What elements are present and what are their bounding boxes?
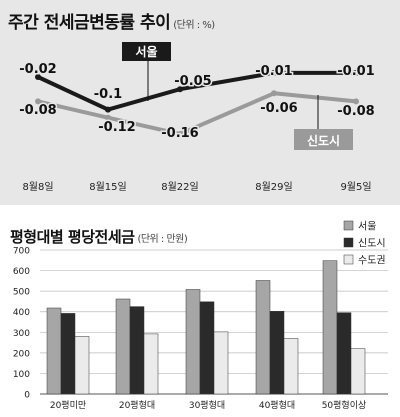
line-data-label: -0.05 xyxy=(174,74,211,89)
line-point xyxy=(105,114,111,121)
line-point xyxy=(271,90,277,97)
bar-x-tick-label: 20평형대 xyxy=(119,400,155,411)
line-chart-panel xyxy=(0,0,400,205)
line-data-labels: -0.02 -0.1 -0.05 -0.01 -0.01 xyxy=(18,61,376,104)
line-x-tick-label: 8월29일 xyxy=(255,181,293,193)
line-point xyxy=(35,98,41,105)
bar xyxy=(46,307,62,395)
line-data-label: -0.01 xyxy=(337,64,374,79)
line-series xyxy=(35,90,359,137)
bar xyxy=(322,260,338,395)
bar xyxy=(143,333,159,395)
line-x-tick-label: 8월8일 xyxy=(22,181,53,193)
bar-series xyxy=(74,331,366,395)
bar-chart-title: 평형대별 평당전세금 (단위 : 만원) xyxy=(10,228,188,246)
bar xyxy=(336,312,352,395)
line-chart-x-axis: 8월8일 8월15일 8월22일 8월29일 9월5일 xyxy=(22,181,371,193)
bar-x-axis: 20평미만 20평형대 30평형대 40평형대 50평형이상 xyxy=(50,400,366,411)
bar xyxy=(255,280,271,395)
series-callout-seoul: 서울 xyxy=(122,42,171,101)
legend-swatch xyxy=(343,254,354,265)
bar-series xyxy=(46,260,338,395)
line-data-label: -0.08 xyxy=(19,103,56,118)
bar-x-tick-label: 30평형대 xyxy=(189,400,225,411)
line-data-label: -0.08 xyxy=(337,104,374,119)
bar xyxy=(115,298,131,395)
line-point xyxy=(353,69,359,76)
bar-y-tick-label: 400 xyxy=(13,308,30,318)
line-point xyxy=(177,131,183,137)
line-point xyxy=(353,98,359,105)
legend-label: 신도시 xyxy=(358,238,386,250)
line-data-label: -0.12 xyxy=(98,120,135,135)
bar xyxy=(74,336,90,395)
line-x-tick-label: 8월15일 xyxy=(89,181,127,193)
callout-box xyxy=(294,129,353,150)
bar-y-tick-label: 600 xyxy=(13,267,30,277)
bar xyxy=(129,306,145,395)
line-chart-title: 주간 전세금변동률 추이 (단위 : %) xyxy=(8,13,215,33)
bar-x-tick-label: 40평형대 xyxy=(259,400,295,411)
bar xyxy=(60,313,76,395)
bar xyxy=(283,338,299,395)
legend-swatch xyxy=(343,237,354,248)
bar xyxy=(269,311,285,395)
line-point xyxy=(177,86,183,93)
line-data-label: -0.16 xyxy=(161,126,198,141)
line-chart: 8월8일 8월15일 8월22일 8월29일 9월5일-0.02-0.1-0.05-0.… xyxy=(18,42,376,193)
bar-series xyxy=(60,301,352,395)
legend-label: 수도권 xyxy=(358,255,386,267)
bar xyxy=(199,301,215,395)
bar-y-tick-label: 300 xyxy=(13,329,30,339)
line-point xyxy=(35,74,41,80)
line-series xyxy=(35,69,359,113)
bar xyxy=(213,331,229,395)
line-data-label: -0.06 xyxy=(260,101,297,116)
bar xyxy=(350,348,366,395)
line-chart-unit: (단위 : %) xyxy=(173,20,215,31)
series-callout-sindosi: 신도시 xyxy=(294,95,353,150)
bar-y-tick-label: 500 xyxy=(13,288,30,298)
line-data-labels: -0.08 -0.12 -0.16 -0.06 -0.08 xyxy=(18,100,376,143)
line-point xyxy=(105,106,111,113)
bar-chart-unit: (단위 : 만원) xyxy=(137,234,188,245)
callout-box xyxy=(122,42,171,61)
bar-x-tick-label: 20평미만 xyxy=(50,400,86,411)
bar-y-tick-label: 700 xyxy=(13,247,30,257)
legend-swatch xyxy=(343,220,354,231)
bar-y-tick-label: 0 xyxy=(24,391,30,401)
line-data-label: -0.01 xyxy=(255,64,292,79)
bar xyxy=(185,289,201,395)
bar-y-tick-label: 200 xyxy=(13,349,30,359)
line-x-tick-label: 8월22일 xyxy=(161,181,199,193)
legend-label: 서울 xyxy=(358,221,376,233)
series-label-seoul: 서울 xyxy=(135,44,157,59)
line-x-tick-label: 9월5일 xyxy=(340,181,371,193)
bar-y-tick-label: 100 xyxy=(13,370,30,380)
series-label-sindosi: 신도시 xyxy=(307,133,340,148)
line-data-label: -0.1 xyxy=(94,87,122,102)
line-data-label: -0.02 xyxy=(19,62,56,77)
line-point xyxy=(271,69,277,76)
bar-x-tick-label: 50평형이상 xyxy=(322,400,367,411)
